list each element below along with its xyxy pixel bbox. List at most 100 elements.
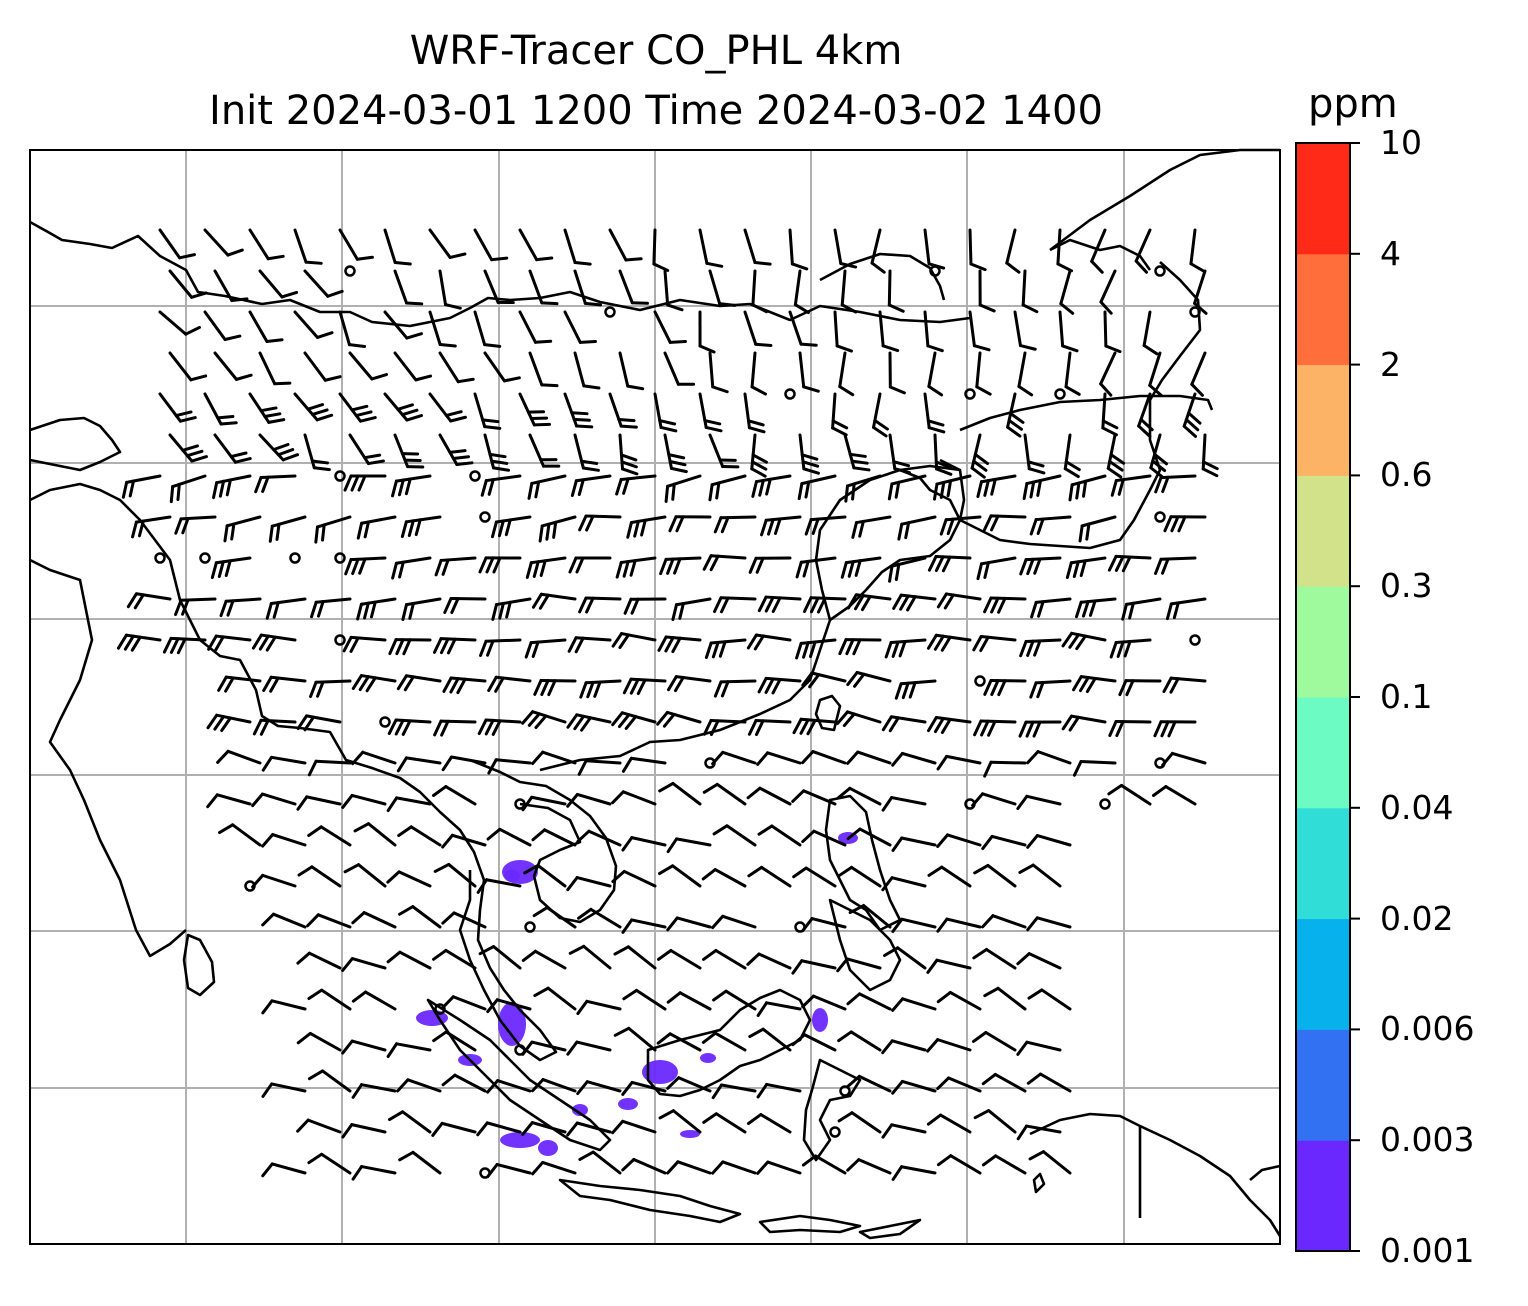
wind-barb: [888, 556, 927, 583]
tracer-plume-patch: [700, 1053, 716, 1063]
wind-barb: [657, 864, 702, 888]
wind-barb: [528, 269, 559, 306]
wind-barb: [971, 1031, 1017, 1052]
wind-barb: [563, 310, 597, 344]
wind-barb: [338, 310, 367, 349]
wind-barb: [343, 863, 387, 888]
wind-barb: [652, 228, 670, 272]
tracer-plume-patch: [812, 1008, 828, 1032]
wind-barb: [121, 474, 162, 499]
wind-barb: [343, 474, 387, 492]
wind-barb: [1019, 556, 1062, 576]
wind-barb: [531, 1160, 577, 1176]
wind-barb: [1013, 310, 1037, 351]
wind-barb: [174, 597, 217, 617]
wind-barb: [658, 781, 702, 806]
wind-barb: [833, 310, 853, 353]
wind-barb: [563, 392, 594, 429]
wind-barb: [341, 1123, 387, 1139]
wind-barb: [566, 713, 612, 732]
wind-barb: [566, 792, 612, 808]
wind-barb: [1006, 392, 1025, 438]
calm-wind-marker: [1054, 388, 1066, 400]
wind-barb: [261, 1082, 307, 1098]
wind-barb: [1016, 794, 1062, 811]
wind-barb: [223, 515, 262, 543]
wind-barb: [792, 717, 837, 736]
wind-barb: [1056, 228, 1074, 273]
wind-barb: [261, 755, 307, 772]
wind-barb: [248, 392, 286, 424]
coastline-segment: [1049, 238, 1152, 271]
wind-barb: [428, 310, 457, 348]
wind-barb: [396, 756, 442, 773]
wind-barb: [1072, 675, 1117, 694]
wind-barb: [486, 1163, 532, 1179]
wind-barb: [1027, 988, 1072, 1011]
wind-barb: [528, 351, 559, 388]
wind-barb: [432, 948, 477, 970]
calm-wind-marker: [344, 265, 356, 277]
wind-barb: [351, 1165, 397, 1181]
wind-barb: [711, 914, 757, 930]
wind-barb: [801, 750, 847, 765]
wind-barb: [356, 515, 397, 540]
wind-barb: [883, 946, 927, 970]
wind-barb: [579, 679, 622, 699]
wind-barb: [386, 796, 432, 813]
wind-barb: [792, 866, 837, 888]
wind-barb: [518, 392, 552, 427]
wind-barb: [473, 310, 502, 348]
wind-barb: [746, 1113, 792, 1134]
coastline-segment: [1249, 1164, 1281, 1181]
wind-barb: [206, 793, 252, 809]
wind-barb: [970, 433, 990, 479]
wind-barb: [1148, 351, 1163, 397]
wind-barb: [659, 556, 702, 576]
wind-barb: [578, 596, 622, 614]
calm-wind-marker: [1154, 511, 1166, 523]
coastline-segment: [959, 394, 1214, 432]
wind-barb: [702, 782, 747, 806]
wind-barb: [621, 918, 667, 934]
wind-barb: [307, 825, 352, 847]
wind-barb: [396, 674, 442, 692]
wind-barb: [666, 991, 712, 1011]
wind-barb: [657, 635, 702, 654]
wind-barb: [663, 269, 684, 312]
chart-subtitle: Init 2024-03-01 1200 Time 2024-03-02 140…: [209, 88, 1103, 134]
wind-barb: [933, 433, 953, 476]
coastline-segment: [814, 694, 842, 732]
wind-barb: [927, 865, 972, 888]
wind-barb: [666, 1076, 712, 1093]
wind-barb: [618, 433, 639, 476]
wind-barb: [831, 392, 849, 437]
wind-barb: [708, 433, 740, 469]
colorbar-tick-label: 0.1: [1380, 677, 1433, 716]
wind-barb: [1090, 228, 1107, 274]
wind-barb: [891, 917, 937, 933]
wind-barb: [712, 824, 757, 847]
wind-barb: [891, 997, 937, 1012]
wind-barb: [884, 638, 927, 659]
wind-barb: [490, 515, 532, 539]
wind-barb: [401, 597, 442, 621]
wind-barb: [887, 474, 927, 501]
wind-barb: [622, 677, 667, 696]
wind-barb: [1118, 679, 1162, 697]
wind-barb: [1163, 515, 1207, 533]
wind-barb: [846, 670, 892, 688]
wind-barb: [356, 597, 397, 621]
wind-barb: [611, 632, 657, 650]
wind-barb: [303, 269, 344, 298]
wind-barb: [756, 1001, 802, 1017]
wind-barb: [213, 269, 249, 303]
wind-barb: [1121, 597, 1162, 621]
colorbar-segment: [1296, 1140, 1350, 1252]
wind-barb: [521, 1040, 567, 1056]
wind-barb: [611, 1119, 657, 1135]
wind-barb: [1154, 474, 1197, 494]
wind-barb: [939, 515, 982, 536]
wind-barb: [210, 556, 252, 580]
